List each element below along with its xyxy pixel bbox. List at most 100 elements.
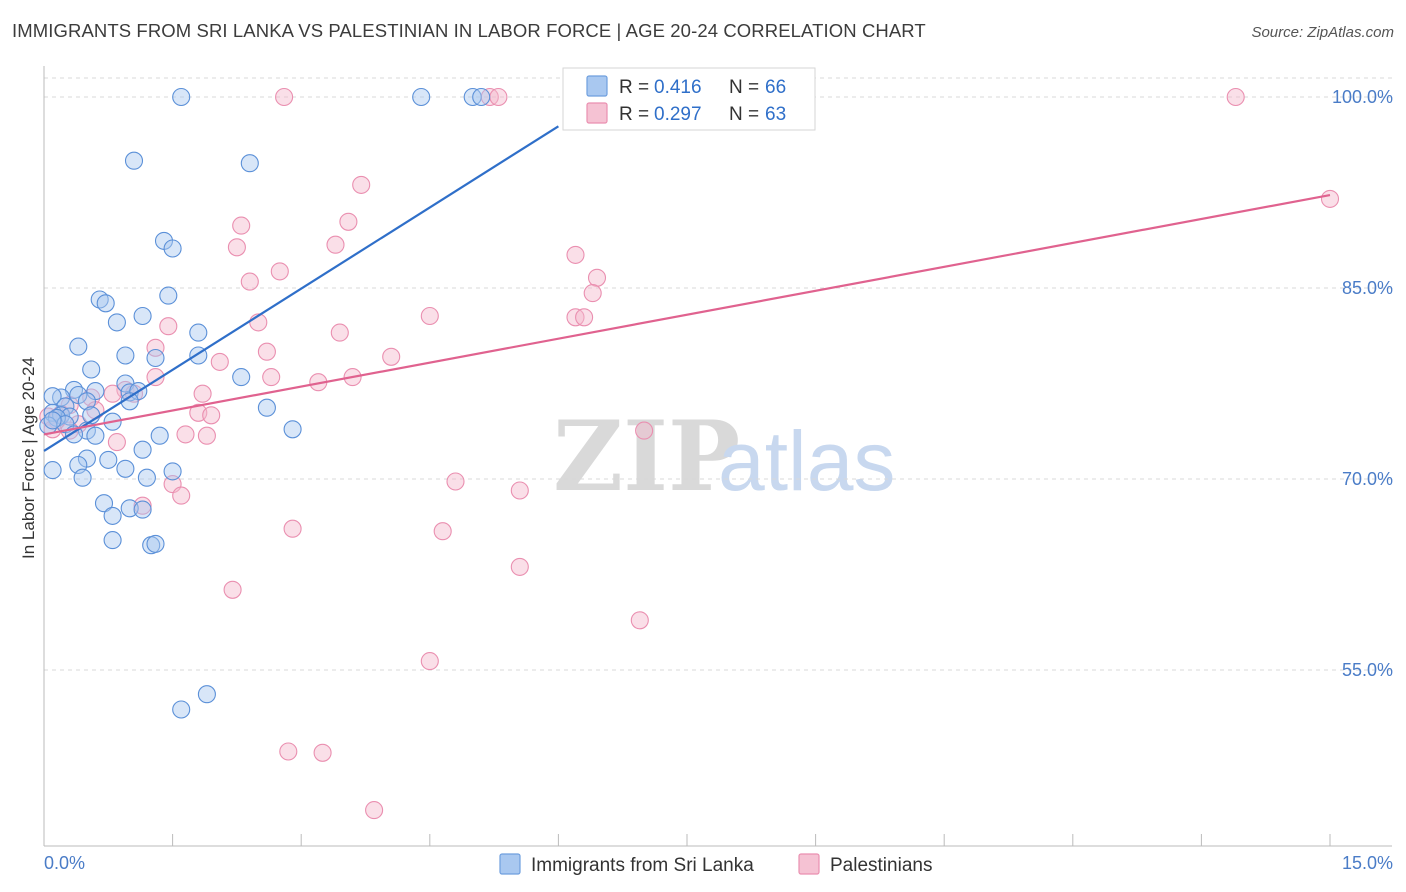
palestinian-point-55 — [433, 522, 452, 541]
palestinian-point-57 — [223, 580, 242, 599]
palestinian-point-13 — [240, 272, 259, 291]
stats-r-value-pink: 0.297 — [654, 104, 702, 125]
trend-lines — [43, 125, 1331, 452]
chart-title: IMMIGRANTS FROM SRI LANKA VS PALESTINIAN… — [12, 20, 926, 41]
stats-legend-swatch-blue — [586, 75, 608, 97]
palestinian-point-25 — [210, 352, 229, 371]
sri-lanka-point-5 — [240, 154, 259, 173]
palestinian-point-51 — [510, 481, 529, 500]
palestinian-point-52 — [172, 486, 191, 505]
series-legend-label-blue: Immigrants from Sri Lanka — [531, 855, 754, 876]
y-tick-label-0: 55.0% — [1342, 660, 1393, 680]
palestinian-point-7 — [339, 212, 358, 231]
palestinian-point-18 — [575, 308, 594, 327]
palestinian-point-4 — [1226, 87, 1245, 107]
sri-lanka-point-53 — [73, 468, 92, 487]
sri-lanka-point-3 — [472, 87, 491, 107]
palestinian-point-38 — [202, 406, 221, 425]
sri-lanka-point-58 — [133, 500, 152, 519]
sri-lanka-point-46 — [133, 440, 152, 459]
sri-lanka-point-45 — [283, 420, 302, 439]
sri-lanka-point-14 — [69, 337, 88, 356]
palestinian-point-0 — [275, 87, 294, 107]
series-legend-swatch-blue — [499, 853, 521, 875]
sri-lanka-point-10 — [159, 286, 178, 305]
palestinian-point-15 — [583, 284, 602, 303]
stats-r-value-blue: 0.416 — [654, 77, 702, 98]
palestinian-point-58 — [630, 611, 649, 630]
series-legend: Immigrants from Sri Lanka Palestinians — [499, 853, 932, 876]
sri-lanka-point-56 — [120, 499, 139, 518]
palestinian-point-62 — [365, 801, 384, 820]
sri-lanka-point-9 — [96, 294, 115, 313]
sri-lanka-point-18 — [82, 360, 101, 379]
palestinian-point-27 — [262, 368, 281, 387]
axes — [43, 66, 1392, 847]
palestinian-point-2 — [489, 87, 508, 107]
palestinian-point-54 — [283, 519, 302, 538]
sri-lanka-point-19 — [232, 368, 251, 387]
watermark-zip: ZIP — [553, 400, 740, 513]
palestinian-point-48 — [107, 433, 126, 452]
source-label: Source: ZipAtlas.com — [1251, 24, 1394, 41]
palestinian-point-22 — [146, 338, 165, 357]
series-legend-label-pink: Palestinians — [830, 855, 932, 876]
palestinian-point-56 — [510, 557, 529, 576]
sri-lanka-point-59 — [103, 531, 122, 550]
palestinian-point-12 — [270, 262, 289, 281]
sri-lanka-point-1 — [412, 87, 431, 107]
sri-lanka-point-50 — [116, 459, 135, 478]
x-tick-label-max: 15.0% — [1342, 853, 1393, 873]
palestinian-point-26 — [146, 368, 165, 387]
y-axis-label: In Labor Force | Age 20-24 — [19, 357, 38, 559]
sri-lanka-point-11 — [133, 306, 152, 326]
sri-lanka-point-15 — [116, 346, 135, 365]
sri-lanka-point-48 — [99, 450, 118, 469]
sri-lanka-point-57 — [103, 506, 122, 525]
palestinian-point-24 — [382, 347, 401, 366]
x-tick-labels: 0.0% 15.0% — [44, 853, 1393, 873]
palestinian-point-21 — [330, 323, 349, 342]
palestinian-point-60 — [279, 742, 298, 761]
palestinian-point-59 — [420, 652, 439, 671]
y-tick-labels: 55.0% 70.0% 85.0% 100.0% — [1332, 87, 1393, 680]
sri-lanka-point-55 — [94, 494, 114, 513]
palestinian-point-46 — [176, 425, 195, 444]
sri-lanka-point-43 — [86, 426, 105, 445]
sri-lanka-point-28 — [77, 392, 96, 411]
sri-lanka-point-40 — [43, 411, 62, 430]
sri-lanka-point-44 — [150, 426, 169, 445]
stats-r-label-pink: R = — [619, 104, 649, 125]
stats-n-label-pink: N = — [729, 104, 759, 125]
series-legend-swatch-pink — [798, 853, 820, 875]
palestinian-trend-line — [43, 193, 1331, 436]
palestinian-point-9 — [227, 238, 246, 257]
palestinian-point-8 — [232, 216, 251, 235]
palestinian-point-11 — [566, 245, 585, 264]
palestinian-point-6 — [1320, 189, 1340, 208]
palestinian-point-16 — [420, 306, 439, 326]
y-tick-label-1: 70.0% — [1342, 469, 1393, 489]
stats-n-value-pink: 63 — [765, 104, 786, 125]
palestinian-point-20 — [159, 317, 178, 336]
sri-lanka-point-31 — [257, 398, 276, 417]
sri-lanka-point-12 — [107, 313, 126, 332]
palestinian-point-23 — [257, 342, 276, 361]
watermark: ZIP atlas — [553, 400, 895, 513]
palestinian-point-5 — [352, 175, 371, 194]
sri-lanka-point-62 — [197, 685, 216, 704]
palestinian-point-10 — [326, 235, 345, 254]
sri-lanka-point-52 — [43, 461, 62, 480]
palestinian-point-14 — [587, 268, 607, 287]
palestinian-point-61 — [313, 743, 332, 762]
sri-lanka-point-16 — [146, 348, 165, 368]
sri-lanka-point-51 — [163, 462, 182, 481]
y-tick-label-3: 100.0% — [1332, 87, 1393, 107]
x-tick-label-min: 0.0% — [44, 853, 85, 873]
y-tick-label-2: 85.0% — [1342, 278, 1393, 298]
palestinian-point-49 — [446, 472, 465, 491]
stats-legend-swatch-pink — [586, 102, 608, 124]
sri-lanka-point-4 — [124, 151, 144, 170]
stats-r-label-blue: R = — [619, 77, 649, 98]
sri-lanka-point-63 — [172, 700, 191, 719]
